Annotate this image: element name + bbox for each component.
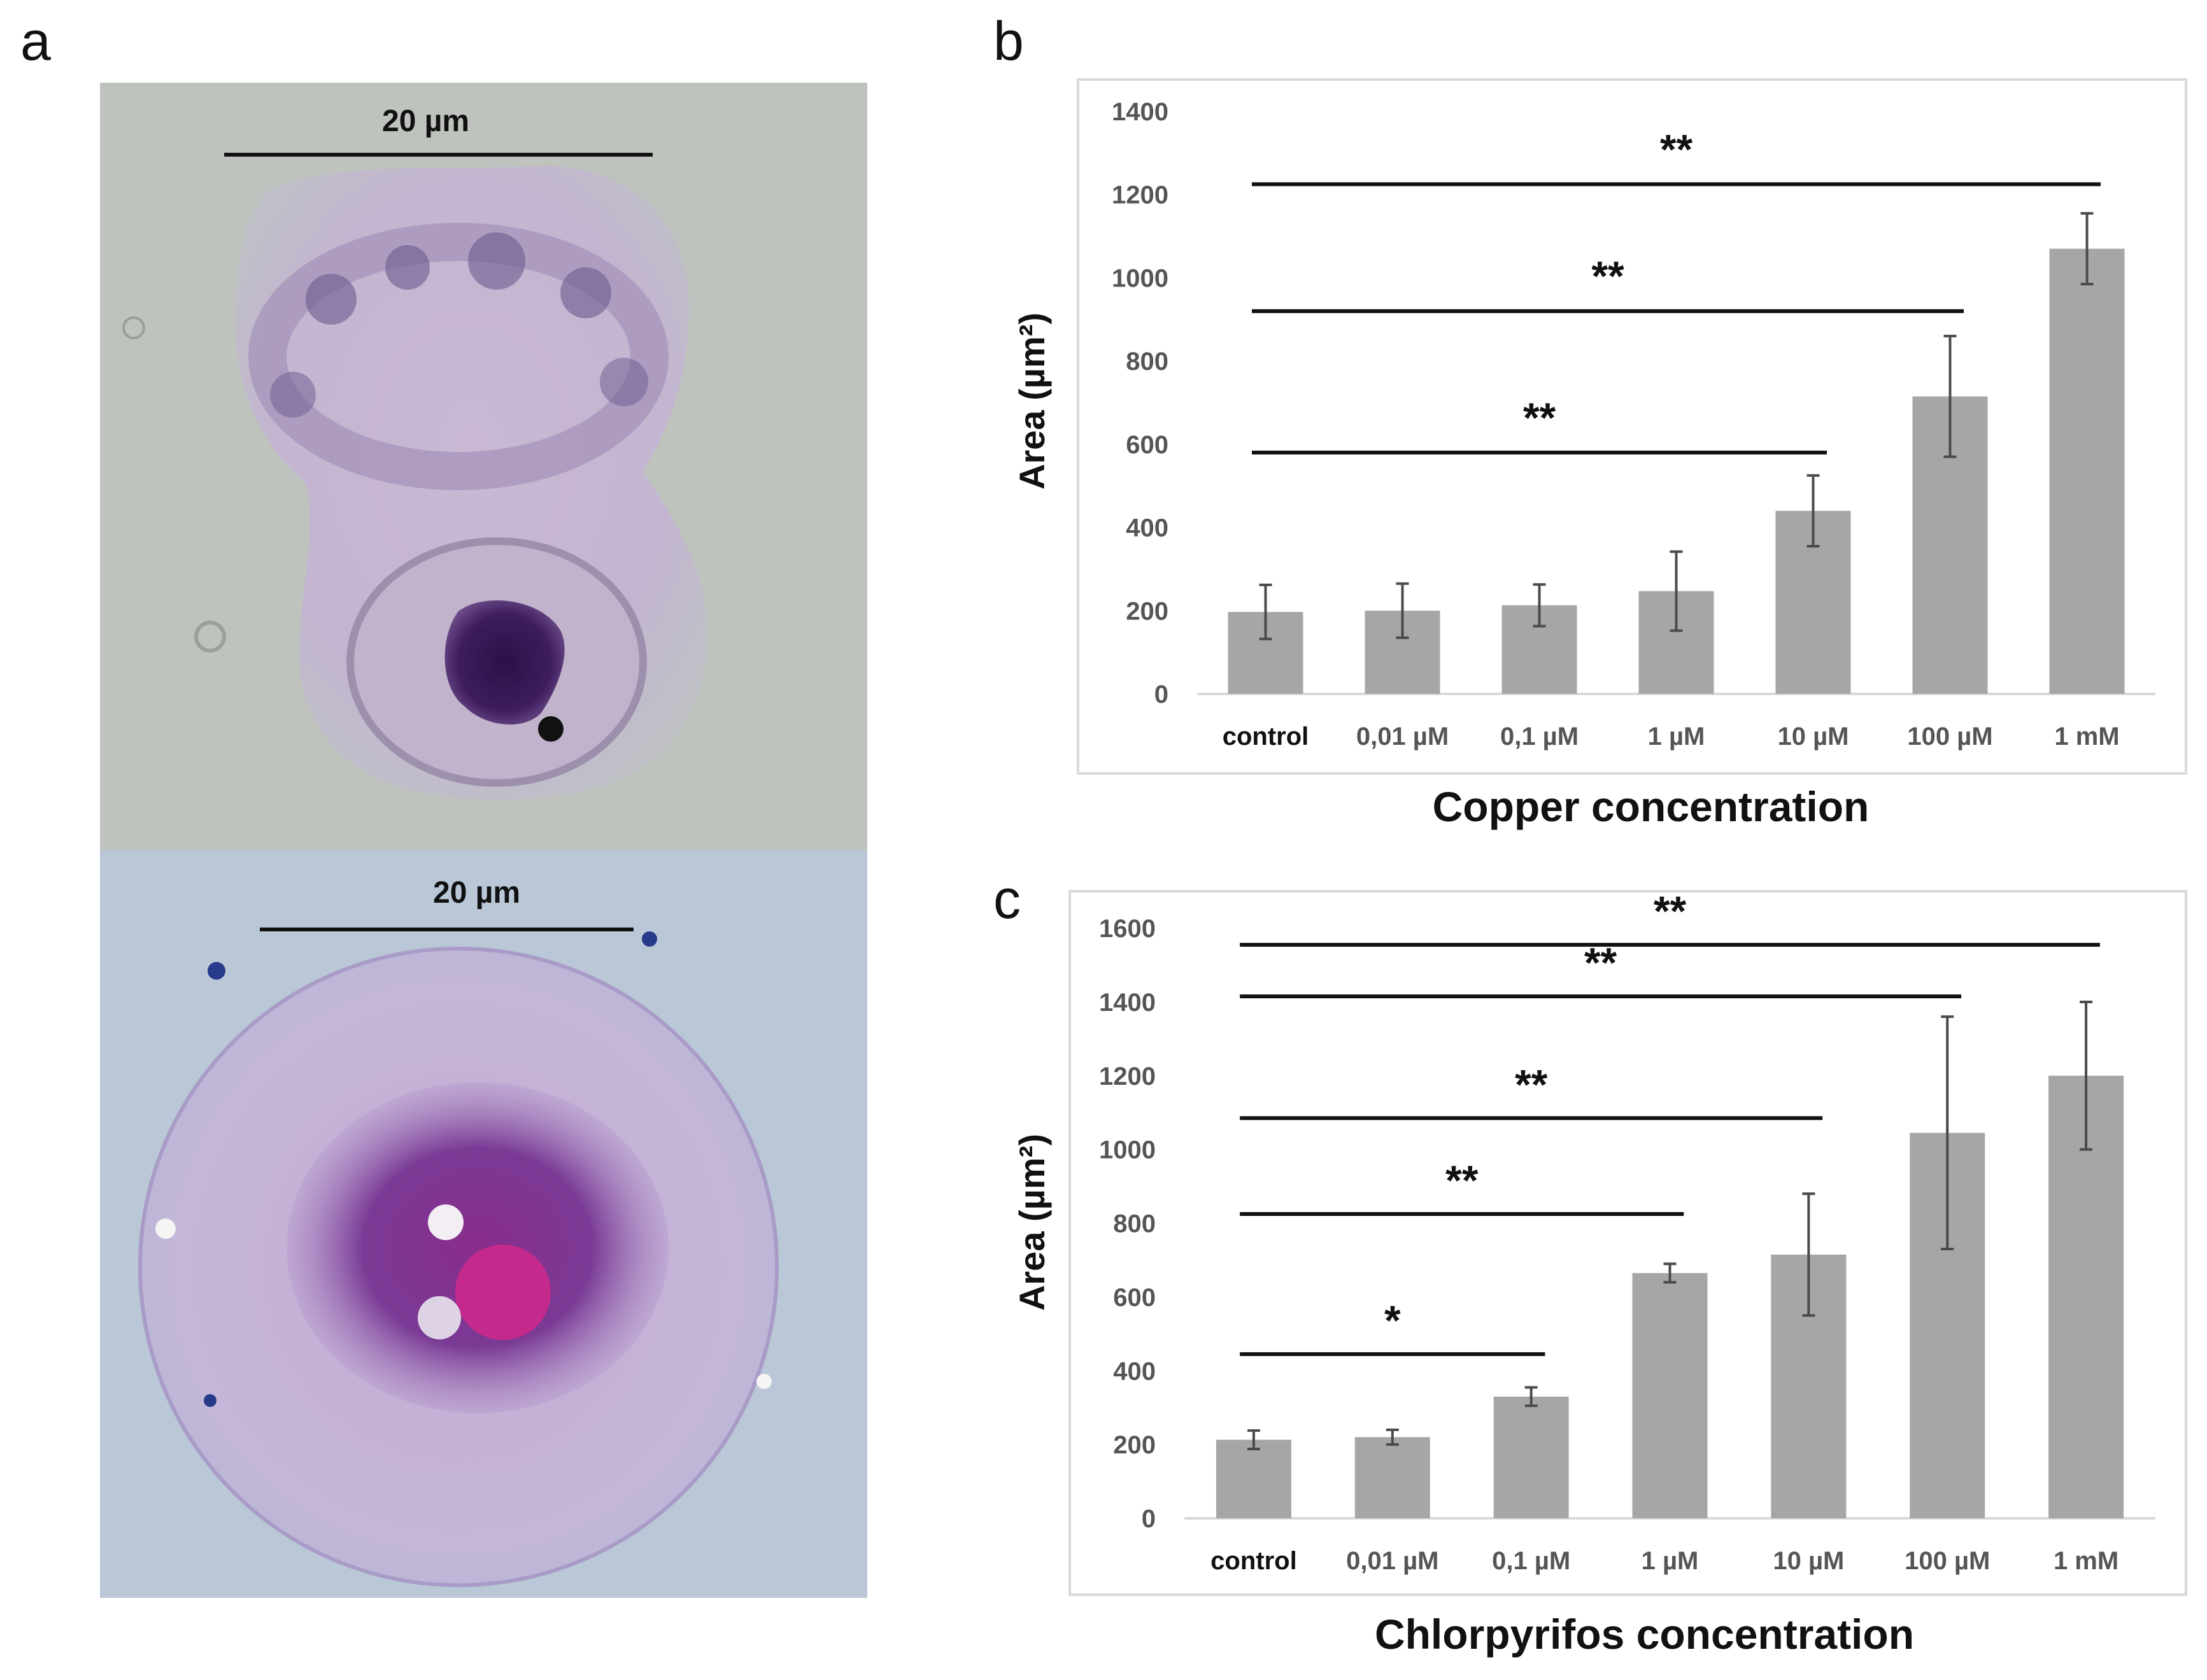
y-tick-label: 400 — [1126, 514, 1168, 542]
panel-label-b: b — [993, 11, 1024, 72]
x-tick-label: 0,1 µM — [1500, 723, 1579, 751]
significance-label: ** — [1591, 253, 1624, 300]
x-tick-label: 100 µM — [1907, 723, 1992, 751]
significance-label: * — [1384, 1297, 1401, 1344]
micrograph-top — [100, 83, 867, 850]
x-tick-label: 100 µM — [1905, 1547, 1990, 1575]
y-tick-label: 0 — [1142, 1505, 1156, 1533]
scale-label-bottom: 20 µm — [433, 876, 521, 910]
bar — [1632, 1273, 1708, 1518]
y-tick-label: 400 — [1113, 1357, 1156, 1385]
x-tick-label: 10 µM — [1773, 1547, 1844, 1575]
x-axis-title: Copper concentration — [1433, 783, 1870, 830]
y-tick-label: 200 — [1126, 597, 1168, 625]
y-tick-label: 800 — [1126, 348, 1168, 376]
x-tick-label: 1 mM — [2054, 723, 2119, 751]
chart-frame — [1068, 890, 2187, 1596]
y-tick-label: 600 — [1113, 1283, 1156, 1311]
chart-frame — [1077, 78, 2187, 775]
bar — [1354, 1437, 1430, 1518]
y-tick-label: 1000 — [1099, 1136, 1156, 1164]
y-tick-label: 0 — [1154, 681, 1168, 709]
x-tick-label: control — [1223, 723, 1309, 751]
panel-label-a: a — [20, 11, 51, 72]
scale-label-top: 20 µm — [382, 104, 470, 138]
y-axis-title: Area (µm²) — [1012, 1134, 1052, 1311]
bar — [1493, 1396, 1569, 1518]
y-tick-label: 200 — [1113, 1431, 1156, 1459]
y-tick-label: 1600 — [1099, 915, 1156, 943]
y-tick-label: 1200 — [1099, 1062, 1156, 1091]
y-tick-label: 600 — [1126, 431, 1168, 459]
significance-label: ** — [1515, 1061, 1548, 1108]
bar — [1216, 1439, 1291, 1518]
y-tick-label: 800 — [1113, 1210, 1156, 1238]
y-tick-label: 1000 — [1112, 264, 1168, 292]
x-tick-label: 0,01 µM — [1356, 723, 1449, 751]
significance-label: ** — [1660, 125, 1693, 173]
y-tick-label: 1400 — [1099, 989, 1156, 1017]
x-tick-label: 1 µM — [1648, 723, 1705, 751]
x-tick-label: control — [1210, 1547, 1297, 1575]
x-tick-label: 10 µM — [1778, 723, 1849, 751]
significance-label: ** — [1654, 887, 1687, 935]
x-tick-label: 0,01 µM — [1346, 1547, 1438, 1575]
y-tick-label: 1200 — [1112, 181, 1168, 209]
micrograph-bottom — [100, 850, 867, 1598]
x-tick-label: 0,1 µM — [1492, 1547, 1570, 1575]
x-axis-title: Chlorpyrifos concentration — [1375, 1611, 1914, 1658]
panel-label-c: c — [993, 869, 1021, 930]
y-axis-title: Area (µm²) — [1012, 313, 1052, 490]
x-tick-label: 1 mM — [2054, 1547, 2118, 1575]
significance-label: ** — [1584, 939, 1617, 986]
significance-label: ** — [1445, 1157, 1479, 1204]
bar — [2049, 248, 2125, 694]
x-tick-label: 1 µM — [1642, 1547, 1699, 1575]
significance-label: ** — [1523, 394, 1556, 441]
y-tick-label: 1400 — [1112, 98, 1168, 126]
